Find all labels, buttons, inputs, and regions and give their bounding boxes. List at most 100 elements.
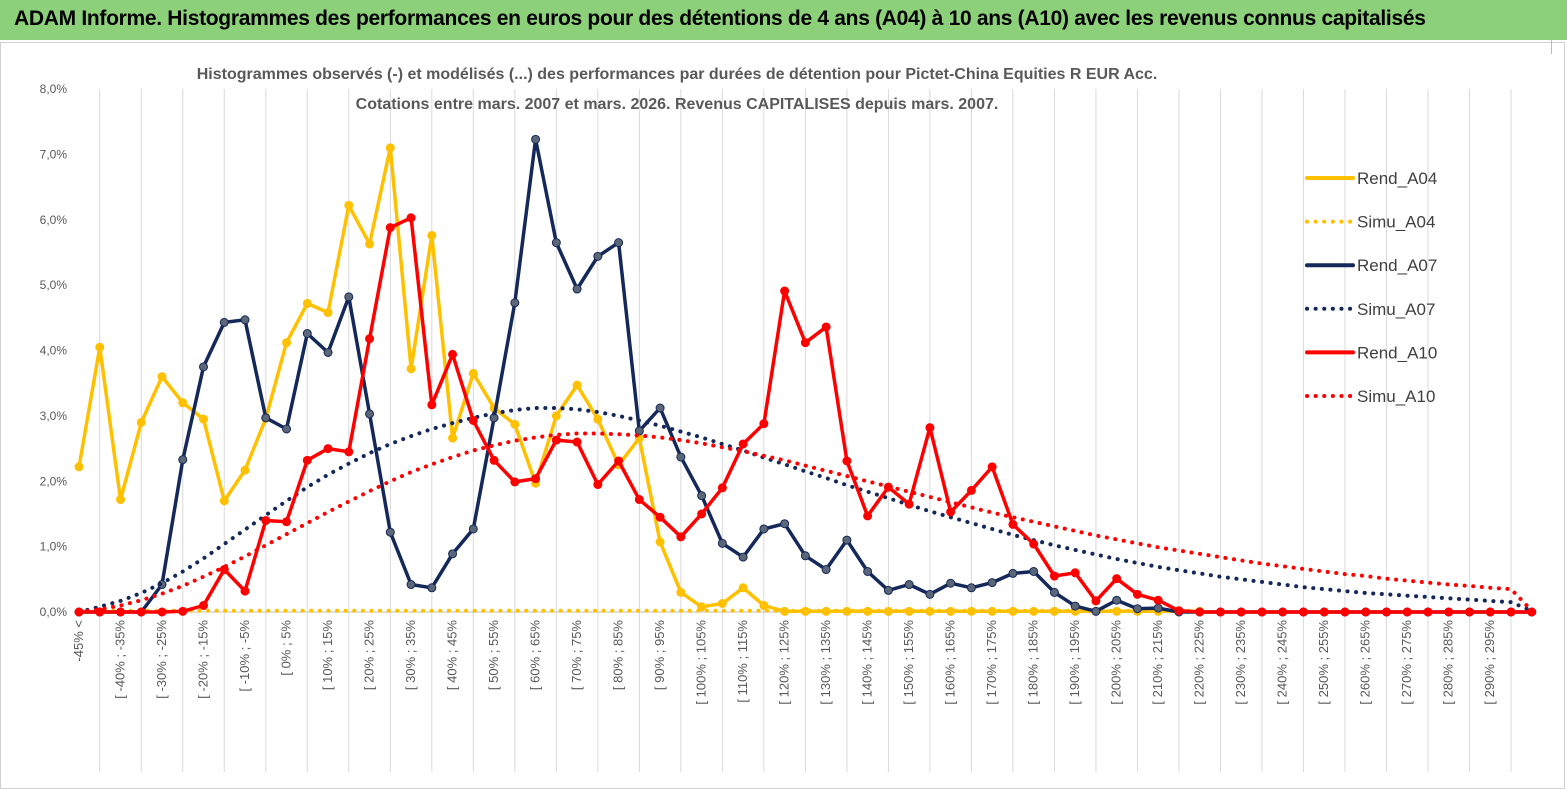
data-point <box>385 527 395 537</box>
axes: 0,0% 1,0% 2,0% 3,0% 4,0% 5,0% 6,0% 7,0% 8,0% -45%… <box>40 82 1511 705</box>
data-point <box>323 444 333 454</box>
legend-label: Rend_A07 <box>1357 256 1437 275</box>
data-point <box>551 435 561 445</box>
data-point <box>1444 607 1454 617</box>
y-tick-label: 0,0% <box>40 605 68 619</box>
data-point <box>800 338 810 348</box>
x-tick-label: [ 150% ; 155% <box>901 620 916 705</box>
data-point <box>987 578 997 588</box>
data-point <box>1112 574 1122 584</box>
data-point <box>510 477 520 487</box>
data-point <box>302 298 312 308</box>
x-tick-label: [ 50% ; 55% <box>486 620 501 691</box>
data-point <box>738 439 748 449</box>
data-point <box>74 462 84 472</box>
x-tick-label: [ 40% ; 45% <box>445 620 460 691</box>
data-point <box>1153 595 1163 605</box>
data-point <box>136 417 146 427</box>
data-point <box>365 334 375 344</box>
data-point <box>510 419 520 429</box>
data-point <box>572 380 582 390</box>
data-point <box>1298 607 1308 617</box>
data-point <box>676 532 686 542</box>
data-point <box>240 465 250 475</box>
data-point <box>282 517 292 527</box>
data-point <box>427 583 437 593</box>
data-point <box>614 238 624 248</box>
data-point <box>821 565 831 575</box>
data-point <box>1049 571 1059 581</box>
y-tick-label: 8,0% <box>40 82 68 96</box>
x-tick-label: [ 120% ; 125% <box>777 620 792 705</box>
data-point <box>655 403 665 413</box>
data-point <box>676 452 686 462</box>
x-tick-label: [ 90% ; 95% <box>652 620 667 691</box>
x-tick-label: [ 240% ; 245% <box>1275 620 1290 705</box>
data-point <box>904 499 914 509</box>
data-point <box>697 602 707 612</box>
chart-frame: 0,0% 1,0% 2,0% 3,0% 4,0% 5,0% 6,0% 7,0% 8,0% -45%… <box>0 42 1565 789</box>
data-point <box>448 433 458 443</box>
x-tick-label: [ 220% ; 225% <box>1192 620 1207 705</box>
data-point <box>468 415 478 425</box>
data-point <box>780 286 790 296</box>
data-point <box>1091 596 1101 606</box>
data-point <box>1091 606 1101 616</box>
data-point <box>634 495 644 505</box>
y-tick-label: 2,0% <box>40 474 68 488</box>
data-point <box>676 587 686 597</box>
data-point <box>406 213 416 223</box>
x-tick-label: [ 80% ; 85% <box>611 620 626 691</box>
chart-subtitle: Cotations entre mars. 2007 et mars. 2026… <box>356 96 999 113</box>
x-tick-label: [ 10% ; 15% <box>320 620 335 691</box>
data-point <box>904 580 914 590</box>
y-tick-label: 1,0% <box>40 540 68 554</box>
data-point <box>531 474 541 484</box>
y-tick-label: 6,0% <box>40 213 68 227</box>
data-point <box>1132 589 1142 599</box>
y-tick-label: 7,0% <box>40 147 68 161</box>
data-point <box>1278 607 1288 617</box>
series-line-simu-a10 <box>77 431 1534 614</box>
data-point <box>551 411 561 421</box>
data-point <box>344 200 354 210</box>
data-point <box>593 480 603 490</box>
y-tick-label: 3,0% <box>40 409 68 423</box>
data-point <box>1153 603 1163 613</box>
data-point <box>593 251 603 261</box>
data-point <box>95 342 105 352</box>
data-point <box>1112 595 1122 605</box>
grid-lines <box>99 89 1512 772</box>
data-point <box>842 535 852 545</box>
x-tick-label: [ 290% ; 295% <box>1482 620 1497 705</box>
data-point <box>1070 568 1080 578</box>
data-point <box>157 607 167 617</box>
data-point <box>863 511 873 521</box>
legend-label: Rend_A04 <box>1357 169 1437 188</box>
x-tick-label: [ -40% ; -35% <box>113 620 128 699</box>
x-tick-label: [ 140% ; 145% <box>860 620 875 705</box>
data-point <box>759 600 769 610</box>
data-point <box>427 230 437 240</box>
data-point <box>842 456 852 466</box>
legend-label: Rend_A10 <box>1357 343 1437 362</box>
data-point <box>448 549 458 559</box>
data-point <box>468 368 478 378</box>
y-tick-label: 5,0% <box>40 278 68 292</box>
data-point <box>572 284 582 294</box>
data-point <box>1423 607 1433 617</box>
data-point <box>1008 568 1018 578</box>
y-tick-label: 4,0% <box>40 344 68 358</box>
x-tick-label: [ 170% ; 175% <box>984 620 999 705</box>
data-point <box>510 298 520 308</box>
data-point <box>946 578 956 588</box>
data-point <box>697 509 707 519</box>
data-point <box>136 607 146 617</box>
data-point <box>780 519 790 529</box>
data-point <box>759 419 769 429</box>
data-point <box>717 483 727 493</box>
data-point <box>1029 539 1039 549</box>
data-point <box>1029 566 1039 576</box>
data-point <box>219 496 229 506</box>
data-point <box>448 349 458 359</box>
